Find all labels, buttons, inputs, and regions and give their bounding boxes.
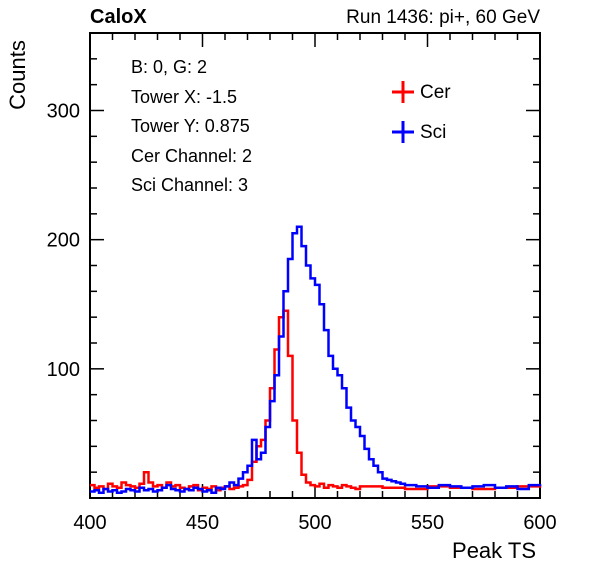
legend-cer-label: Cer [420, 82, 451, 103]
info-line-bg: B: 0, G: 2 [131, 57, 208, 77]
x-tick-label: 550 [411, 512, 444, 534]
legend-sci-marker [392, 121, 414, 143]
chart-right-title: Run 1436: pi+, 60 GeV [346, 7, 540, 28]
info-box: B: 0, G: 2 Tower X: -1.5 Tower Y: 0.875 … [121, 53, 359, 201]
x-tick-label: 500 [298, 512, 331, 534]
y-tick-label: 100 [47, 359, 80, 381]
series-cer-line [90, 309, 542, 492]
y-tick-label: 200 [47, 230, 80, 252]
y-tick-label: 300 [47, 101, 80, 123]
legend: Cer Sci [392, 81, 451, 143]
info-line-tower-x: Tower X: -1.5 [131, 86, 238, 107]
series-sci-line [90, 225, 542, 495]
info-line-sci-channel: Sci Channel: 3 [131, 175, 249, 195]
x-tick-label: 450 [186, 512, 219, 534]
info-line-cer-channel: Cer Channel: 2 [131, 145, 253, 166]
series-group [90, 225, 542, 495]
x-axis-label: Peak TS [452, 538, 536, 563]
legend-sci-label: Sci [420, 122, 446, 143]
x-tick-label: 600 [523, 512, 556, 534]
x-tick-label: 400 [73, 512, 106, 534]
legend-cer-marker [392, 81, 414, 103]
chart-left-title: CaloX [90, 6, 147, 28]
info-line-tower-y: Tower Y: 0.875 [131, 116, 250, 136]
